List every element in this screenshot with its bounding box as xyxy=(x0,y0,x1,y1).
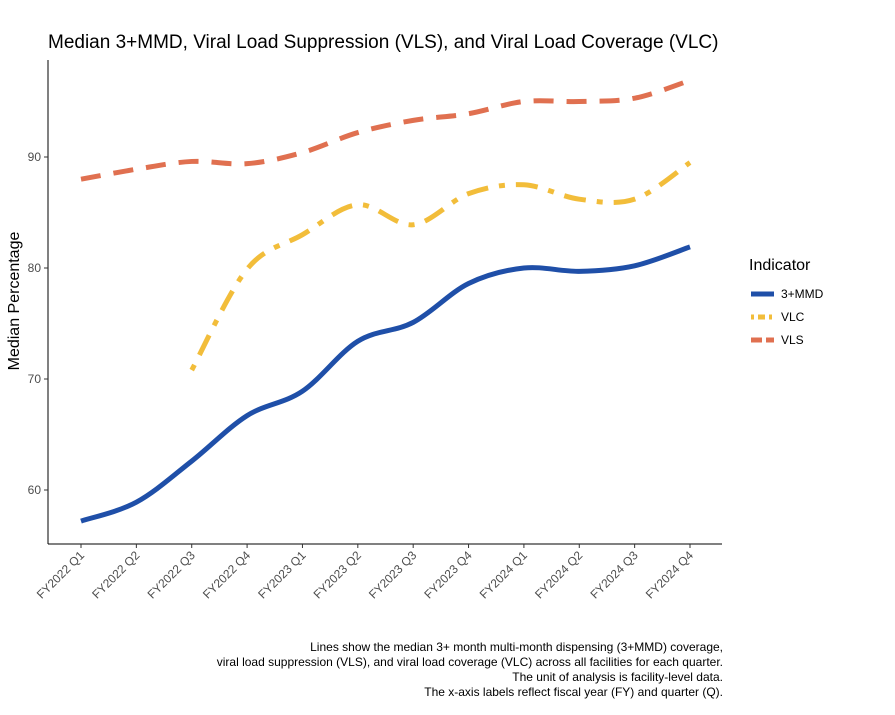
x-tick-label: FY2024 Q3 xyxy=(587,548,641,602)
x-tick-label: FY2022 Q3 xyxy=(145,548,199,602)
x-tick-label: FY2024 Q4 xyxy=(643,548,697,602)
caption-line-3: The unit of analysis is facility-level d… xyxy=(512,670,723,684)
legend-label-3-mmd: 3+MMD xyxy=(781,287,824,301)
x-tick-label: FY2023 Q2 xyxy=(311,548,365,602)
x-tick-label: FY2023 Q1 xyxy=(255,548,309,602)
series-layer xyxy=(80,78,692,524)
chart-title: Median 3+MMD, Viral Load Suppression (VL… xyxy=(48,32,718,53)
legend: Indicator 3+MMD VLC VLS xyxy=(749,257,824,347)
x-tick-label: FY2022 Q1 xyxy=(34,548,88,602)
caption: Lines show the median 3+ month multi-mon… xyxy=(217,640,723,700)
x-tick-label: FY2024 Q1 xyxy=(477,548,531,602)
y-tick-label: 80 xyxy=(28,261,42,275)
legend-label-vlc: VLC xyxy=(781,310,805,324)
caption-line-2: viral load suppression (VLS), and viral … xyxy=(216,655,723,669)
caption-line-1: Lines show the median 3+ month multi-mon… xyxy=(310,640,723,654)
series-line-vls xyxy=(80,78,691,182)
legend-label-vls: VLS xyxy=(781,333,804,347)
legend-title: Indicator xyxy=(749,257,811,274)
x-tick-label: FY2024 Q2 xyxy=(532,548,586,602)
caption-line-4: The x-axis labels reflect fiscal year (F… xyxy=(424,685,723,699)
y-axis-label: Median Percentage xyxy=(6,232,23,371)
series-line-3-mmd xyxy=(80,244,691,524)
y-tick-label: 70 xyxy=(28,372,42,386)
x-tick-label: FY2023 Q3 xyxy=(366,548,420,602)
series-line-vlc xyxy=(189,160,692,372)
x-tick-label: FY2022 Q4 xyxy=(200,548,254,602)
y-tick-label: 60 xyxy=(28,483,42,497)
x-tick-label: FY2023 Q4 xyxy=(421,548,475,602)
x-tick-label: FY2022 Q2 xyxy=(89,548,143,602)
y-tick-label: 90 xyxy=(28,150,42,164)
